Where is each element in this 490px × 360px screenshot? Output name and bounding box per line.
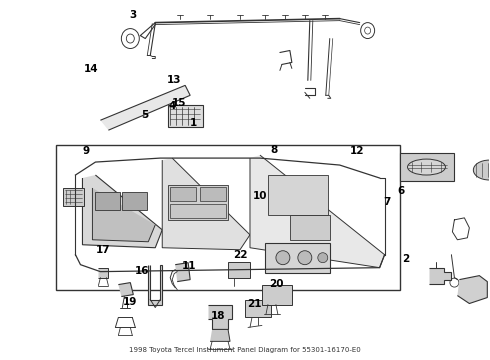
Bar xyxy=(399,153,454,181)
Text: 10: 10 xyxy=(252,191,267,201)
Ellipse shape xyxy=(408,159,445,175)
Bar xyxy=(170,187,196,201)
Polygon shape xyxy=(175,263,190,282)
Bar xyxy=(200,187,226,201)
Bar xyxy=(268,175,328,215)
Text: 19: 19 xyxy=(123,297,137,307)
Text: 22: 22 xyxy=(233,250,247,260)
Text: 17: 17 xyxy=(96,245,111,255)
Polygon shape xyxy=(162,158,250,250)
Polygon shape xyxy=(148,265,162,305)
Bar xyxy=(96,192,121,210)
Polygon shape xyxy=(210,329,230,341)
Text: 11: 11 xyxy=(182,261,196,271)
Text: 3: 3 xyxy=(129,10,136,20)
Text: 9: 9 xyxy=(83,146,90,156)
Bar xyxy=(168,105,203,127)
Polygon shape xyxy=(250,155,385,268)
Text: 18: 18 xyxy=(211,311,225,320)
Text: 14: 14 xyxy=(84,64,98,74)
Polygon shape xyxy=(100,85,190,130)
Text: 2: 2 xyxy=(403,254,410,264)
Ellipse shape xyxy=(276,251,290,265)
Ellipse shape xyxy=(298,251,312,265)
Bar xyxy=(170,204,226,218)
Text: 1998 Toyota Tercel Instrument Panel Diagram for 55301-16170-E0: 1998 Toyota Tercel Instrument Panel Diag… xyxy=(129,347,361,353)
Text: 6: 6 xyxy=(398,186,405,196)
Polygon shape xyxy=(82,175,162,248)
Bar xyxy=(122,192,147,210)
Text: 5: 5 xyxy=(141,111,148,121)
Text: 15: 15 xyxy=(172,98,186,108)
Bar xyxy=(55,145,399,289)
Polygon shape xyxy=(119,283,133,297)
Bar xyxy=(245,300,271,318)
Bar xyxy=(168,185,228,220)
Text: 16: 16 xyxy=(135,266,149,276)
Bar xyxy=(265,243,330,273)
Text: 13: 13 xyxy=(167,75,181,85)
Bar xyxy=(228,262,250,278)
Ellipse shape xyxy=(473,160,490,180)
Bar xyxy=(262,285,292,305)
Text: 7: 7 xyxy=(383,197,391,207)
Text: 1: 1 xyxy=(190,118,197,128)
Polygon shape xyxy=(429,268,451,284)
Text: 4: 4 xyxy=(168,102,175,112)
Text: 12: 12 xyxy=(350,146,365,156)
Polygon shape xyxy=(98,268,108,278)
Bar xyxy=(63,188,84,206)
Polygon shape xyxy=(457,276,488,303)
Polygon shape xyxy=(208,305,232,329)
Text: 8: 8 xyxy=(270,144,278,154)
Text: 21: 21 xyxy=(247,299,262,309)
Text: 20: 20 xyxy=(270,279,284,289)
Bar xyxy=(290,215,330,240)
Ellipse shape xyxy=(318,253,328,263)
Polygon shape xyxy=(93,188,155,242)
